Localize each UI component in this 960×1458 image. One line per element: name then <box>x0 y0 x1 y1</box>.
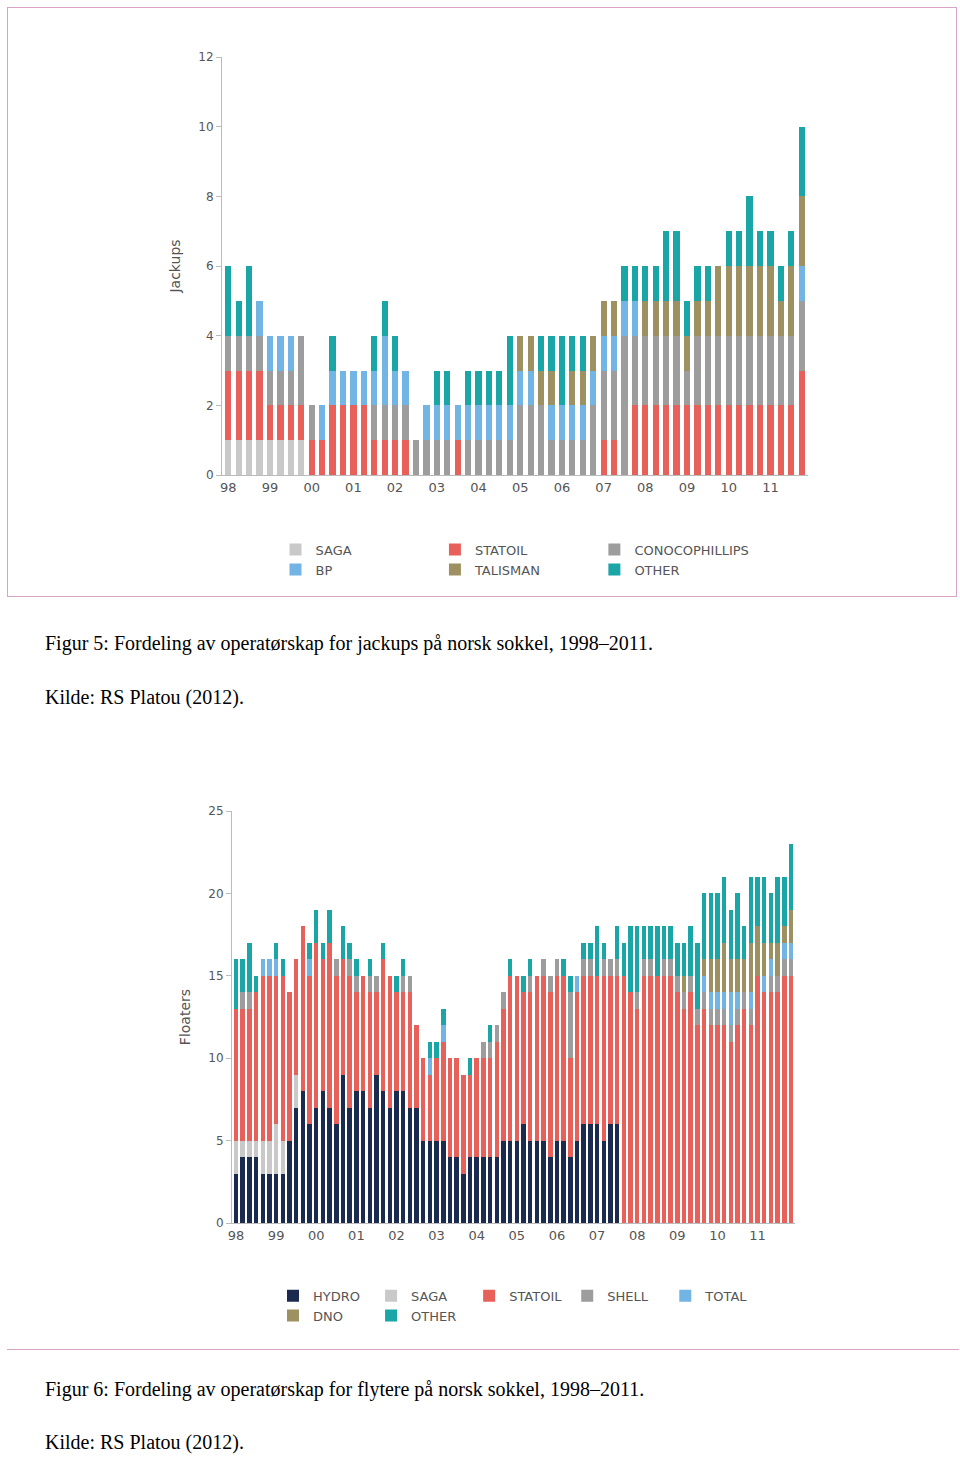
svg-text:STATOIL: STATOIL <box>475 543 528 558</box>
svg-text:00: 00 <box>308 1228 325 1243</box>
svg-text:HYDRO: HYDRO <box>313 1289 360 1304</box>
svg-text:06: 06 <box>549 1228 566 1243</box>
svg-text:02: 02 <box>388 1228 405 1243</box>
svg-text:12: 12 <box>198 50 213 64</box>
html-text:Figur 6: Fordeling av operatør: Figur 6: Fordeling av operatørskap for f… <box>45 1378 645 1400</box>
svg-text:4: 4 <box>206 329 214 343</box>
svg-text:00: 00 <box>303 480 320 495</box>
svg-text:10: 10 <box>198 120 213 134</box>
svg-text:08: 08 <box>629 1228 646 1243</box>
html-text:Kilde: RS Platou (2012).: Kilde: RS Platou (2012). <box>45 686 244 708</box>
svg-text:04: 04 <box>468 1228 485 1243</box>
svg-text:SAGA: SAGA <box>411 1289 447 1304</box>
svg-text:STATOIL: STATOIL <box>509 1289 562 1304</box>
svg-text:CONOCOPHILLIPS: CONOCOPHILLIPS <box>634 543 748 558</box>
svg-text:98: 98 <box>228 1228 245 1243</box>
svg-text:06: 06 <box>554 480 571 495</box>
svg-text:99: 99 <box>262 480 279 495</box>
svg-text:07: 07 <box>589 1228 606 1243</box>
svg-text:01: 01 <box>348 1228 365 1243</box>
svg-text:03: 03 <box>429 480 446 495</box>
svg-text:25: 25 <box>208 804 223 818</box>
svg-text:15: 15 <box>208 969 223 983</box>
svg-text:09: 09 <box>679 480 696 495</box>
svg-text:11: 11 <box>749 1228 766 1243</box>
svg-text:05: 05 <box>509 1228 526 1243</box>
svg-text:07: 07 <box>595 480 612 495</box>
svg-text:8: 8 <box>206 190 214 204</box>
html-text:Kilde: RS Platou (2012).: Kilde: RS Platou (2012). <box>45 1431 244 1453</box>
svg-text:OTHER: OTHER <box>634 563 679 578</box>
svg-text:6: 6 <box>206 259 214 273</box>
svg-text:Jackups: Jackups <box>167 239 183 293</box>
svg-text:02: 02 <box>387 480 404 495</box>
svg-text:DNO: DNO <box>313 1309 343 1324</box>
svg-text:Floaters: Floaters <box>177 989 193 1045</box>
svg-text:09: 09 <box>669 1228 686 1243</box>
svg-text:05: 05 <box>512 480 529 495</box>
svg-text:OTHER: OTHER <box>411 1309 456 1324</box>
svg-text:TOTAL: TOTAL <box>704 1289 747 1304</box>
svg-text:03: 03 <box>428 1228 445 1243</box>
svg-text:TALISMAN: TALISMAN <box>474 563 540 578</box>
svg-text:10: 10 <box>709 1228 726 1243</box>
svg-text:0: 0 <box>216 1216 224 1230</box>
svg-text:10: 10 <box>720 480 737 495</box>
svg-text:08: 08 <box>637 480 654 495</box>
svg-text:11: 11 <box>762 480 779 495</box>
svg-text:98: 98 <box>220 480 237 495</box>
svg-text:01: 01 <box>345 480 362 495</box>
svg-text:BP: BP <box>316 563 333 578</box>
svg-text:99: 99 <box>268 1228 285 1243</box>
svg-text:SHELL: SHELL <box>607 1289 648 1304</box>
svg-text:2: 2 <box>206 399 214 413</box>
svg-text:0: 0 <box>206 468 214 482</box>
svg-text:04: 04 <box>470 480 487 495</box>
html-text:Figur 5: Fordeling av operatør: Figur 5: Fordeling av operatørskap for j… <box>45 632 653 654</box>
svg-text:10: 10 <box>208 1051 223 1065</box>
svg-text:5: 5 <box>216 1134 224 1148</box>
svg-text:SAGA: SAGA <box>316 543 352 558</box>
svg-text:20: 20 <box>208 887 223 901</box>
